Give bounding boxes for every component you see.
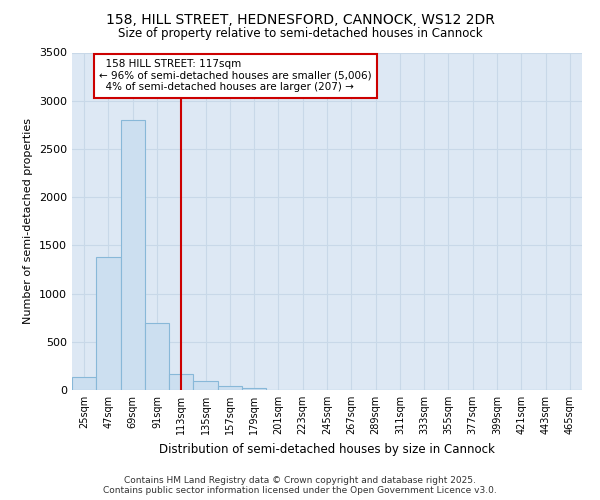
Bar — [145, 322, 169, 390]
Bar — [193, 382, 218, 390]
Y-axis label: Number of semi-detached properties: Number of semi-detached properties — [23, 118, 34, 324]
Bar — [96, 257, 121, 390]
Bar — [121, 120, 145, 390]
Bar — [72, 376, 96, 390]
Text: 158 HILL STREET: 117sqm
← 96% of semi-detached houses are smaller (5,006)
  4% o: 158 HILL STREET: 117sqm ← 96% of semi-de… — [99, 59, 371, 92]
Bar — [242, 388, 266, 390]
X-axis label: Distribution of semi-detached houses by size in Cannock: Distribution of semi-detached houses by … — [159, 442, 495, 456]
Bar — [218, 386, 242, 390]
Text: 158, HILL STREET, HEDNESFORD, CANNOCK, WS12 2DR: 158, HILL STREET, HEDNESFORD, CANNOCK, W… — [106, 12, 494, 26]
Text: Size of property relative to semi-detached houses in Cannock: Size of property relative to semi-detach… — [118, 28, 482, 40]
Bar — [169, 374, 193, 390]
Text: Contains HM Land Registry data © Crown copyright and database right 2025.
Contai: Contains HM Land Registry data © Crown c… — [103, 476, 497, 495]
